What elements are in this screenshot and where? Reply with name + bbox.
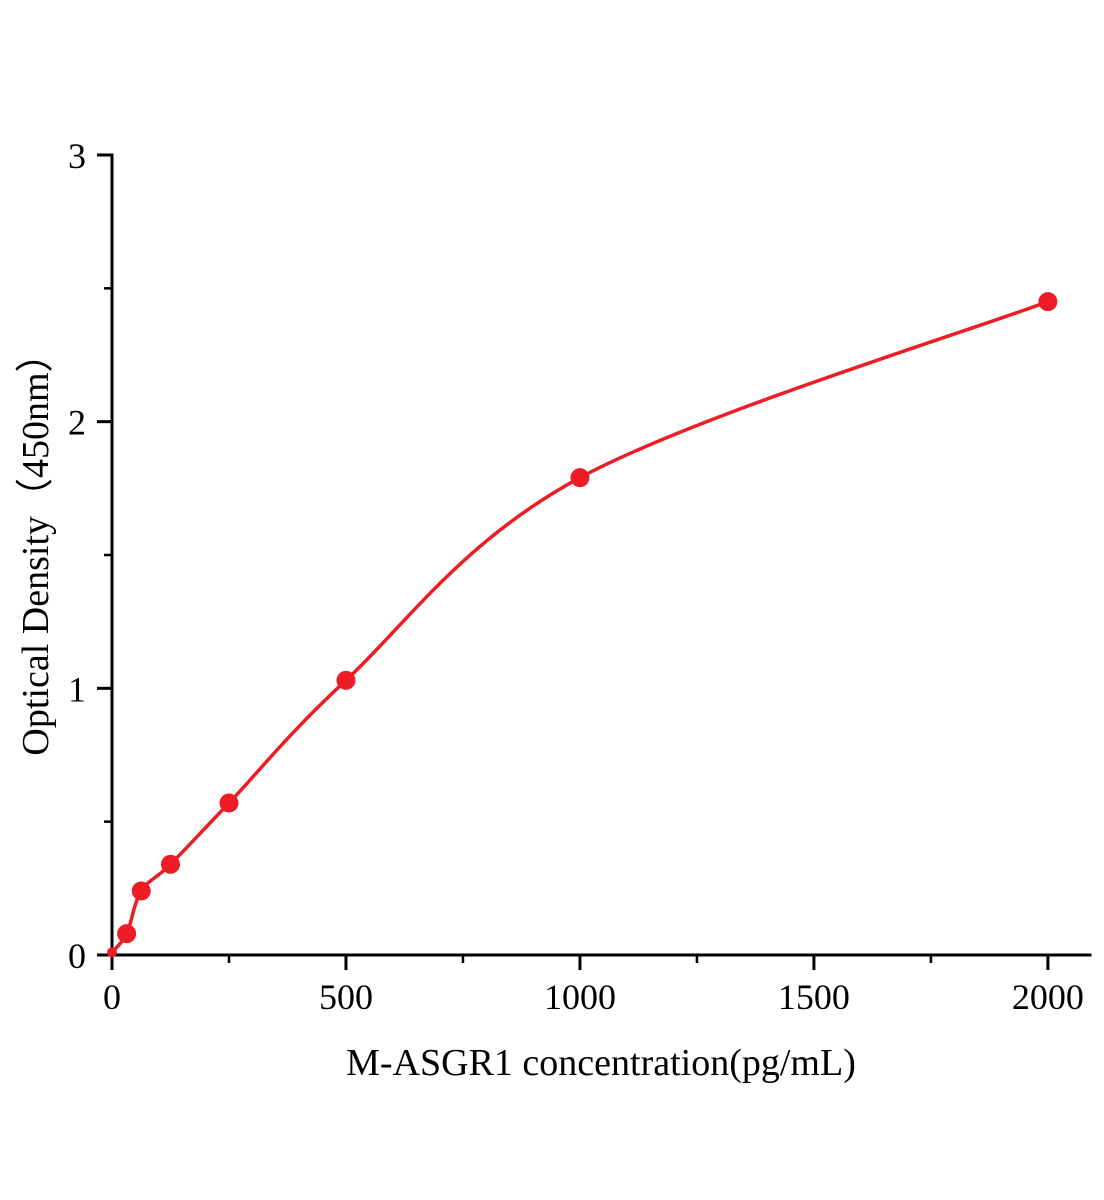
y-axis-label: Optical Density（450nm） (15, 334, 57, 756)
data-point (117, 924, 137, 944)
y-tick-label: 3 (68, 136, 86, 176)
x-tick-label: 0 (103, 977, 121, 1017)
x-axis-label: M-ASGR1 concentration(pg/mL) (346, 1042, 856, 1084)
data-point (1038, 292, 1058, 312)
data-point (131, 881, 151, 901)
y-tick-label: 1 (68, 669, 86, 709)
x-tick-label: 1000 (544, 977, 616, 1017)
x-tick-label: 500 (319, 977, 373, 1017)
data-point (336, 670, 356, 690)
fit-curve (110, 299, 1050, 955)
data-point (160, 854, 180, 874)
y-tick-label: 2 (68, 403, 86, 443)
x-tick-label: 1500 (778, 977, 850, 1017)
axis-frame (110, 153, 1092, 957)
y-tick-label: 0 (68, 936, 86, 976)
data-point (570, 468, 590, 488)
data-point (219, 793, 239, 813)
data-point (107, 947, 117, 958)
x-tick-label: 2000 (1012, 977, 1084, 1017)
